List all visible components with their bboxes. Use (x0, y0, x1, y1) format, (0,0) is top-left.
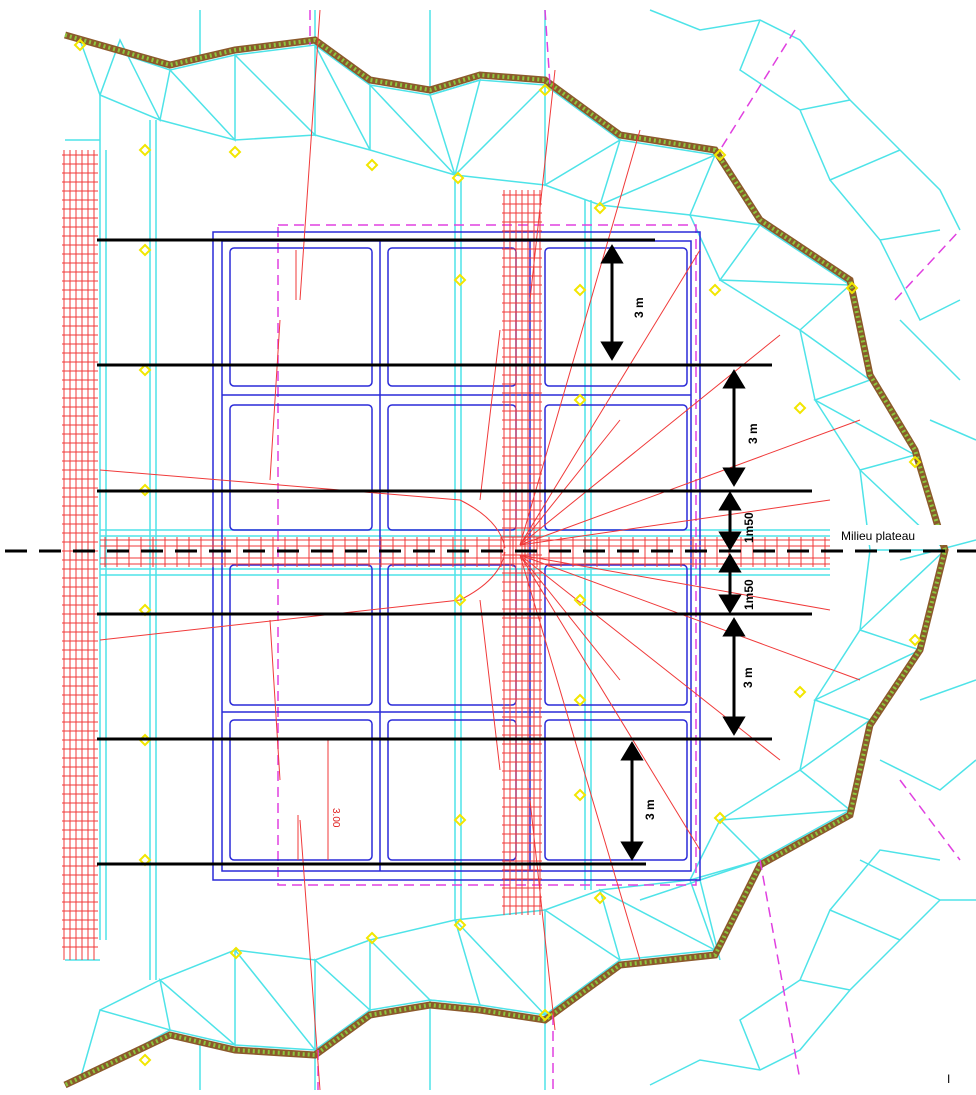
yellow-markers (73, 38, 922, 1067)
black-beams (97, 238, 812, 866)
corner-mark: I (947, 1072, 950, 1086)
midline-label-bg (836, 525, 954, 545)
dim-label-2: 3 m (746, 423, 760, 444)
dim-label-5: 3 m (741, 667, 755, 688)
blue-frame (212, 231, 701, 881)
red-hatch-ticks (62, 154, 826, 948)
dimension-arrows (600, 244, 746, 861)
dim-label-4: 1m50 (742, 579, 756, 610)
small-red-label: 3.00 (330, 808, 341, 828)
red-hatch (63, 150, 830, 960)
cyan-structure (65, 9, 976, 1090)
midline-label: Milieu plateau (841, 529, 915, 543)
dim-label-6: 3 m (643, 799, 657, 820)
dim-label-3: 1m50 (742, 512, 756, 543)
dim-label-1: 3 m (632, 297, 646, 318)
magenta-dashed (277, 9, 961, 1090)
red-radial-lines (99, 9, 861, 1091)
